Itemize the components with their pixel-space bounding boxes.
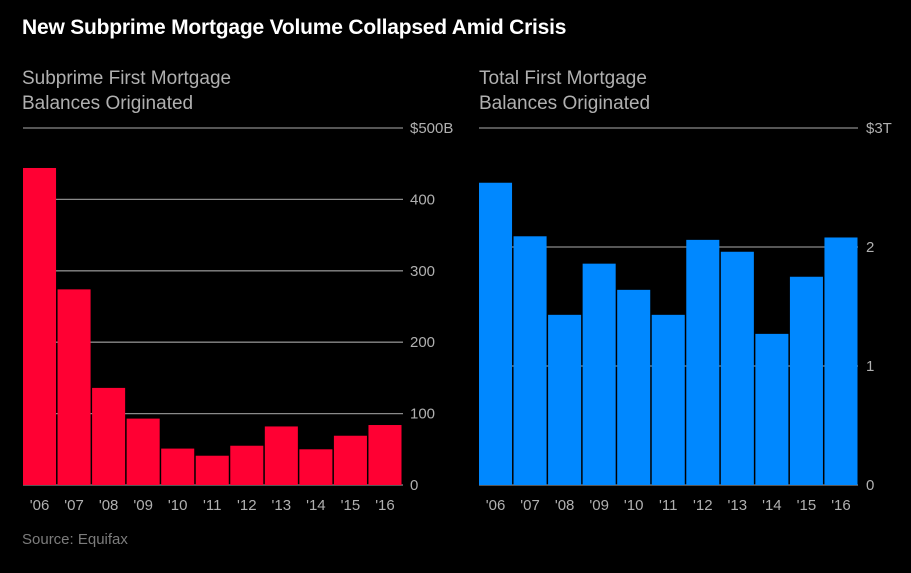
left-y-tick-label: 400 <box>410 191 435 208</box>
left-chart-subprime: 0 100 200 300 400 $500B '06 '07 '08 '09 '10 '11 '12 '… <box>23 120 453 514</box>
right-bar <box>548 314 582 485</box>
chart-title: New Subprime Mortgage Volume Collapsed A… <box>22 16 567 39</box>
source-note: Source: Equifax <box>22 531 128 548</box>
right-x-tick-label: '12 <box>693 497 713 514</box>
right-bar <box>720 251 754 485</box>
right-y-tick-label: 1 <box>866 358 874 375</box>
left-y-tick-label: 300 <box>410 263 435 280</box>
left-x-tick-label: '16 <box>375 497 395 514</box>
right-x-tick-label: '06 <box>486 497 506 514</box>
right-bar <box>617 289 651 485</box>
left-subtitle-line-1: Subprime First Mortgage <box>22 68 232 89</box>
right-bar <box>824 237 858 485</box>
right-x-tick-label: '11 <box>659 497 677 514</box>
left-bar <box>161 448 195 485</box>
right-chart-subtitle: Total First Mortgage Balances Originated <box>479 66 650 116</box>
left-x-tick-label: '08 <box>99 497 119 514</box>
left-x-tick-label: '15 <box>341 497 361 514</box>
right-x-tick-label: '08 <box>555 497 575 514</box>
left-bar <box>230 445 264 485</box>
left-x-tick-label: '11 <box>203 497 221 514</box>
right-x-tick-label: '13 <box>728 497 748 514</box>
left-bar <box>92 387 126 485</box>
right-subtitle-line-2: Balances Originated <box>479 93 651 114</box>
right-x-tick-label: '16 <box>831 497 851 514</box>
left-bar <box>368 425 402 485</box>
left-x-tick-label: '14 <box>306 497 326 514</box>
right-y-tick-label: 2 <box>866 239 874 256</box>
right-bar <box>513 236 547 485</box>
left-x-tick-label: '07 <box>64 497 84 514</box>
right-x-tick-label: '07 <box>520 497 540 514</box>
left-x-tick-label: '06 <box>30 497 50 514</box>
left-y-tick-label: 200 <box>410 334 435 351</box>
left-y-tick-label: 100 <box>410 406 435 423</box>
right-chart-total: 0 1 2 $3T '06 '07 '08 '09 '10 '11 '12 '13 '14 '15 '16 <box>479 120 892 514</box>
right-bar <box>789 276 823 485</box>
left-bar <box>195 455 229 485</box>
left-bar <box>333 435 367 485</box>
right-bar <box>651 314 685 485</box>
right-bar <box>686 239 720 485</box>
right-subtitle-line-1: Total First Mortgage <box>479 68 647 89</box>
right-y-tick-label: $3T <box>866 120 892 137</box>
left-x-tick-label: '13 <box>272 497 292 514</box>
left-bar <box>126 418 160 485</box>
left-chart-subtitle: Subprime First Mortgage Balances Origina… <box>22 66 231 116</box>
right-x-tick-label: '15 <box>797 497 817 514</box>
left-bar <box>23 167 57 485</box>
left-x-tick-label: '12 <box>237 497 257 514</box>
right-y-tick-label: 0 <box>866 477 874 494</box>
left-subtitle-line-2: Balances Originated <box>22 93 194 114</box>
left-y-tick-label: 0 <box>410 477 418 494</box>
right-x-tick-label: '10 <box>624 497 644 514</box>
left-bar <box>299 449 333 485</box>
left-x-tick-label: '09 <box>133 497 153 514</box>
left-bar <box>264 426 298 485</box>
left-bar <box>57 289 91 485</box>
right-bar <box>479 182 513 486</box>
left-x-tick-label: '10 <box>168 497 188 514</box>
right-bar <box>582 263 616 485</box>
right-bar <box>755 333 789 485</box>
left-y-tick-label: $500B <box>410 120 453 137</box>
right-x-tick-label: '14 <box>762 497 782 514</box>
right-x-tick-label: '09 <box>589 497 609 514</box>
